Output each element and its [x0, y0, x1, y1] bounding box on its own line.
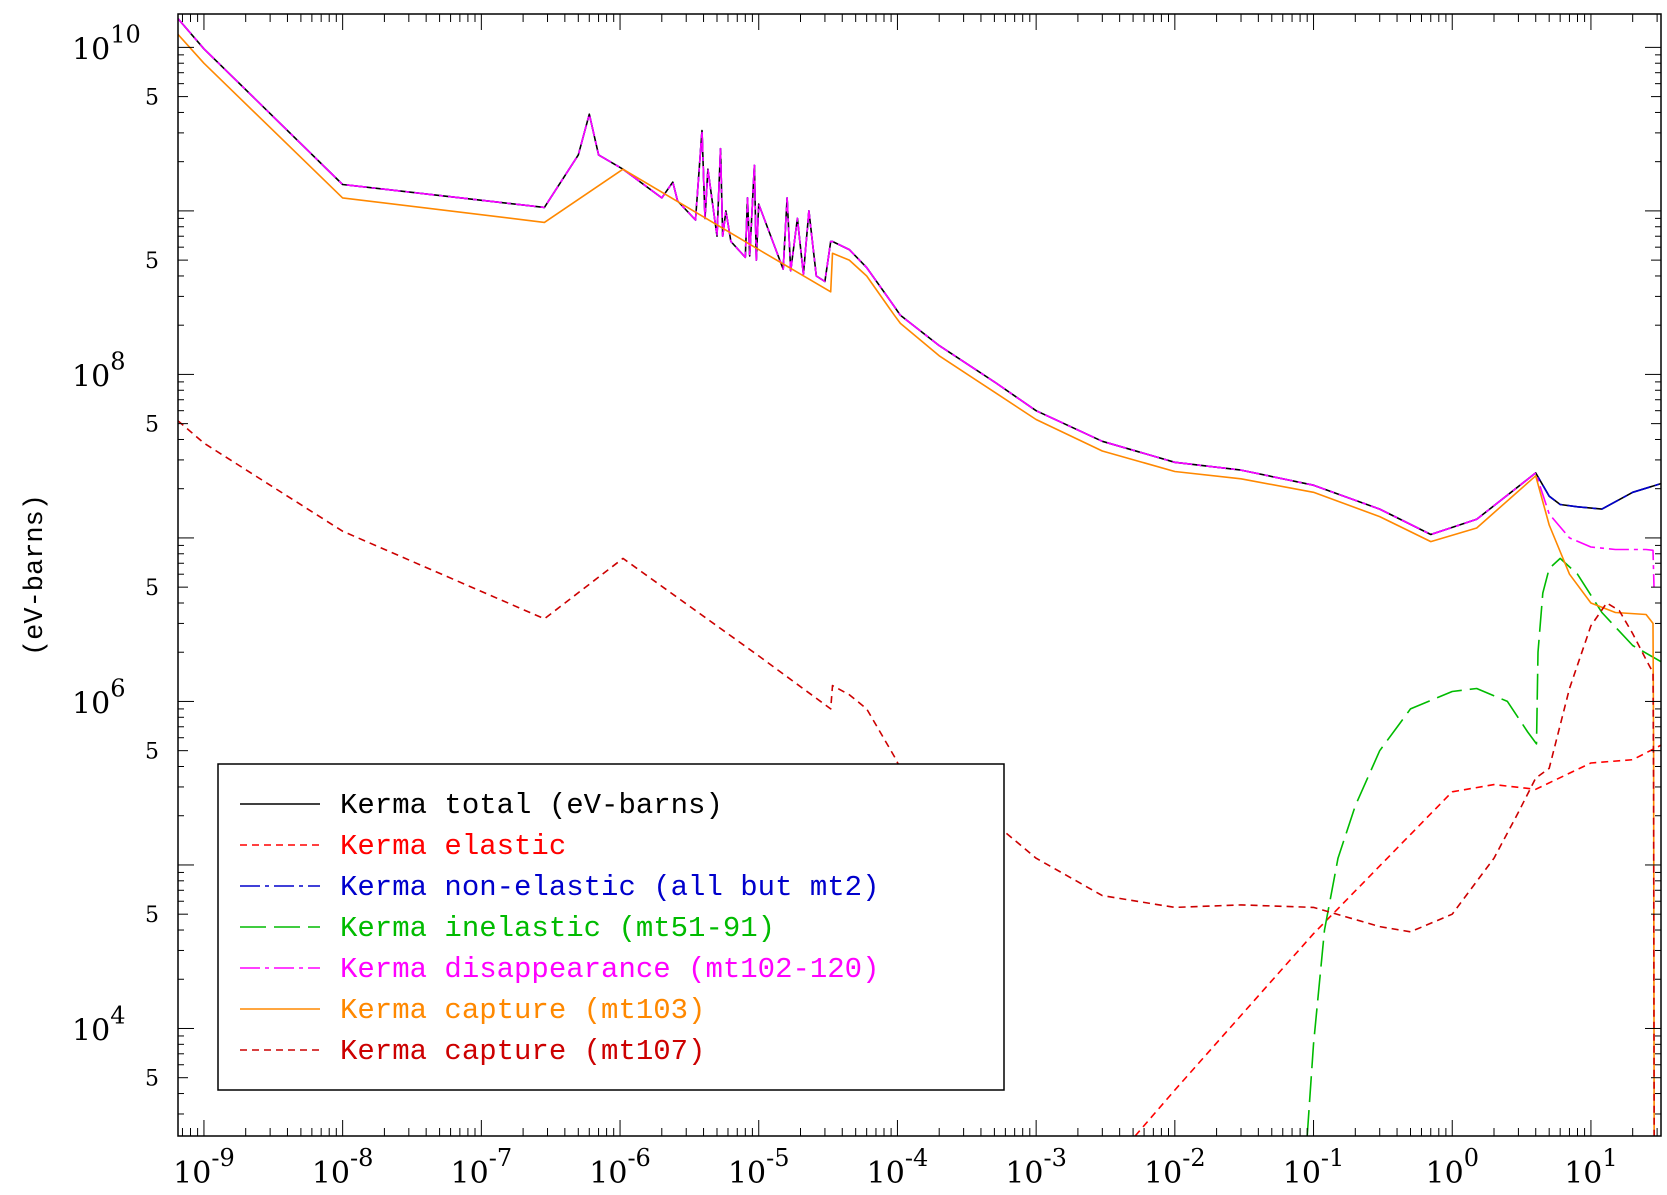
y-tick-label: 108: [72, 347, 125, 394]
x-tick-label: 10-9: [173, 1144, 235, 1191]
axis-layer: 10-9 10-8 10-7 10-6 10-5 10-4 10-3 10-2 10-1 100 1…: [72, 14, 1661, 1191]
x-tick-label: 10-8: [312, 1144, 374, 1191]
legend-label-6: Kerma capture (mt107): [340, 1035, 705, 1068]
x-tick-label: 101: [1564, 1144, 1617, 1191]
series-line-1: [1134, 744, 1661, 1136]
legend-label-1: Kerma elastic: [340, 830, 566, 863]
legend-label-3: Kerma inelastic (mt51-91): [340, 912, 775, 945]
y-five-label: 5: [145, 903, 159, 928]
plot-frame: [177, 13, 1662, 1137]
legend: Kerma total (eV-barns) Kerma elastic Kerma…: [217, 763, 1005, 1091]
y-tick-label: 104: [72, 1001, 125, 1048]
legend-label-2: Kerma non-elastic (all but mt2): [340, 871, 880, 904]
x-tick-label: 10-7: [451, 1144, 513, 1191]
series-line-6: [178, 420, 1655, 1136]
legend-label-0: Kerma total (eV-barns): [340, 789, 723, 822]
legend-label-5: Kerma capture (mt103): [340, 994, 705, 1027]
x-tick-label: 100: [1426, 1144, 1479, 1191]
y-five-label: 5: [145, 576, 159, 601]
y-tick-label: 1010: [72, 20, 141, 67]
y-five-label: 5: [145, 1067, 159, 1092]
legend-box: [217, 763, 1005, 1091]
x-tick-label: 10-3: [1005, 1144, 1067, 1191]
x-tick-label: 10-6: [589, 1144, 651, 1191]
y-tick-label: 106: [72, 674, 125, 721]
x-tick-label: 10-5: [728, 1144, 790, 1191]
y-axis-label: (eV-barns): [21, 494, 51, 656]
series-line-5: [178, 33, 1655, 1136]
y-five-label: 5: [145, 86, 159, 111]
legend-label-4: Kerma disappearance (mt102-120): [340, 953, 880, 986]
series-line-4: [178, 18, 1655, 588]
series-line-3: [1306, 557, 1661, 1136]
series-layer: [178, 18, 1661, 1136]
x-tick-label: 10-1: [1283, 1144, 1345, 1191]
y-five-label: 5: [145, 740, 159, 765]
y-five-label: 5: [145, 413, 159, 438]
x-tick-label: 10-2: [1144, 1144, 1206, 1191]
y-five-label: 5: [145, 249, 159, 274]
x-tick-label: 10-4: [867, 1144, 929, 1191]
